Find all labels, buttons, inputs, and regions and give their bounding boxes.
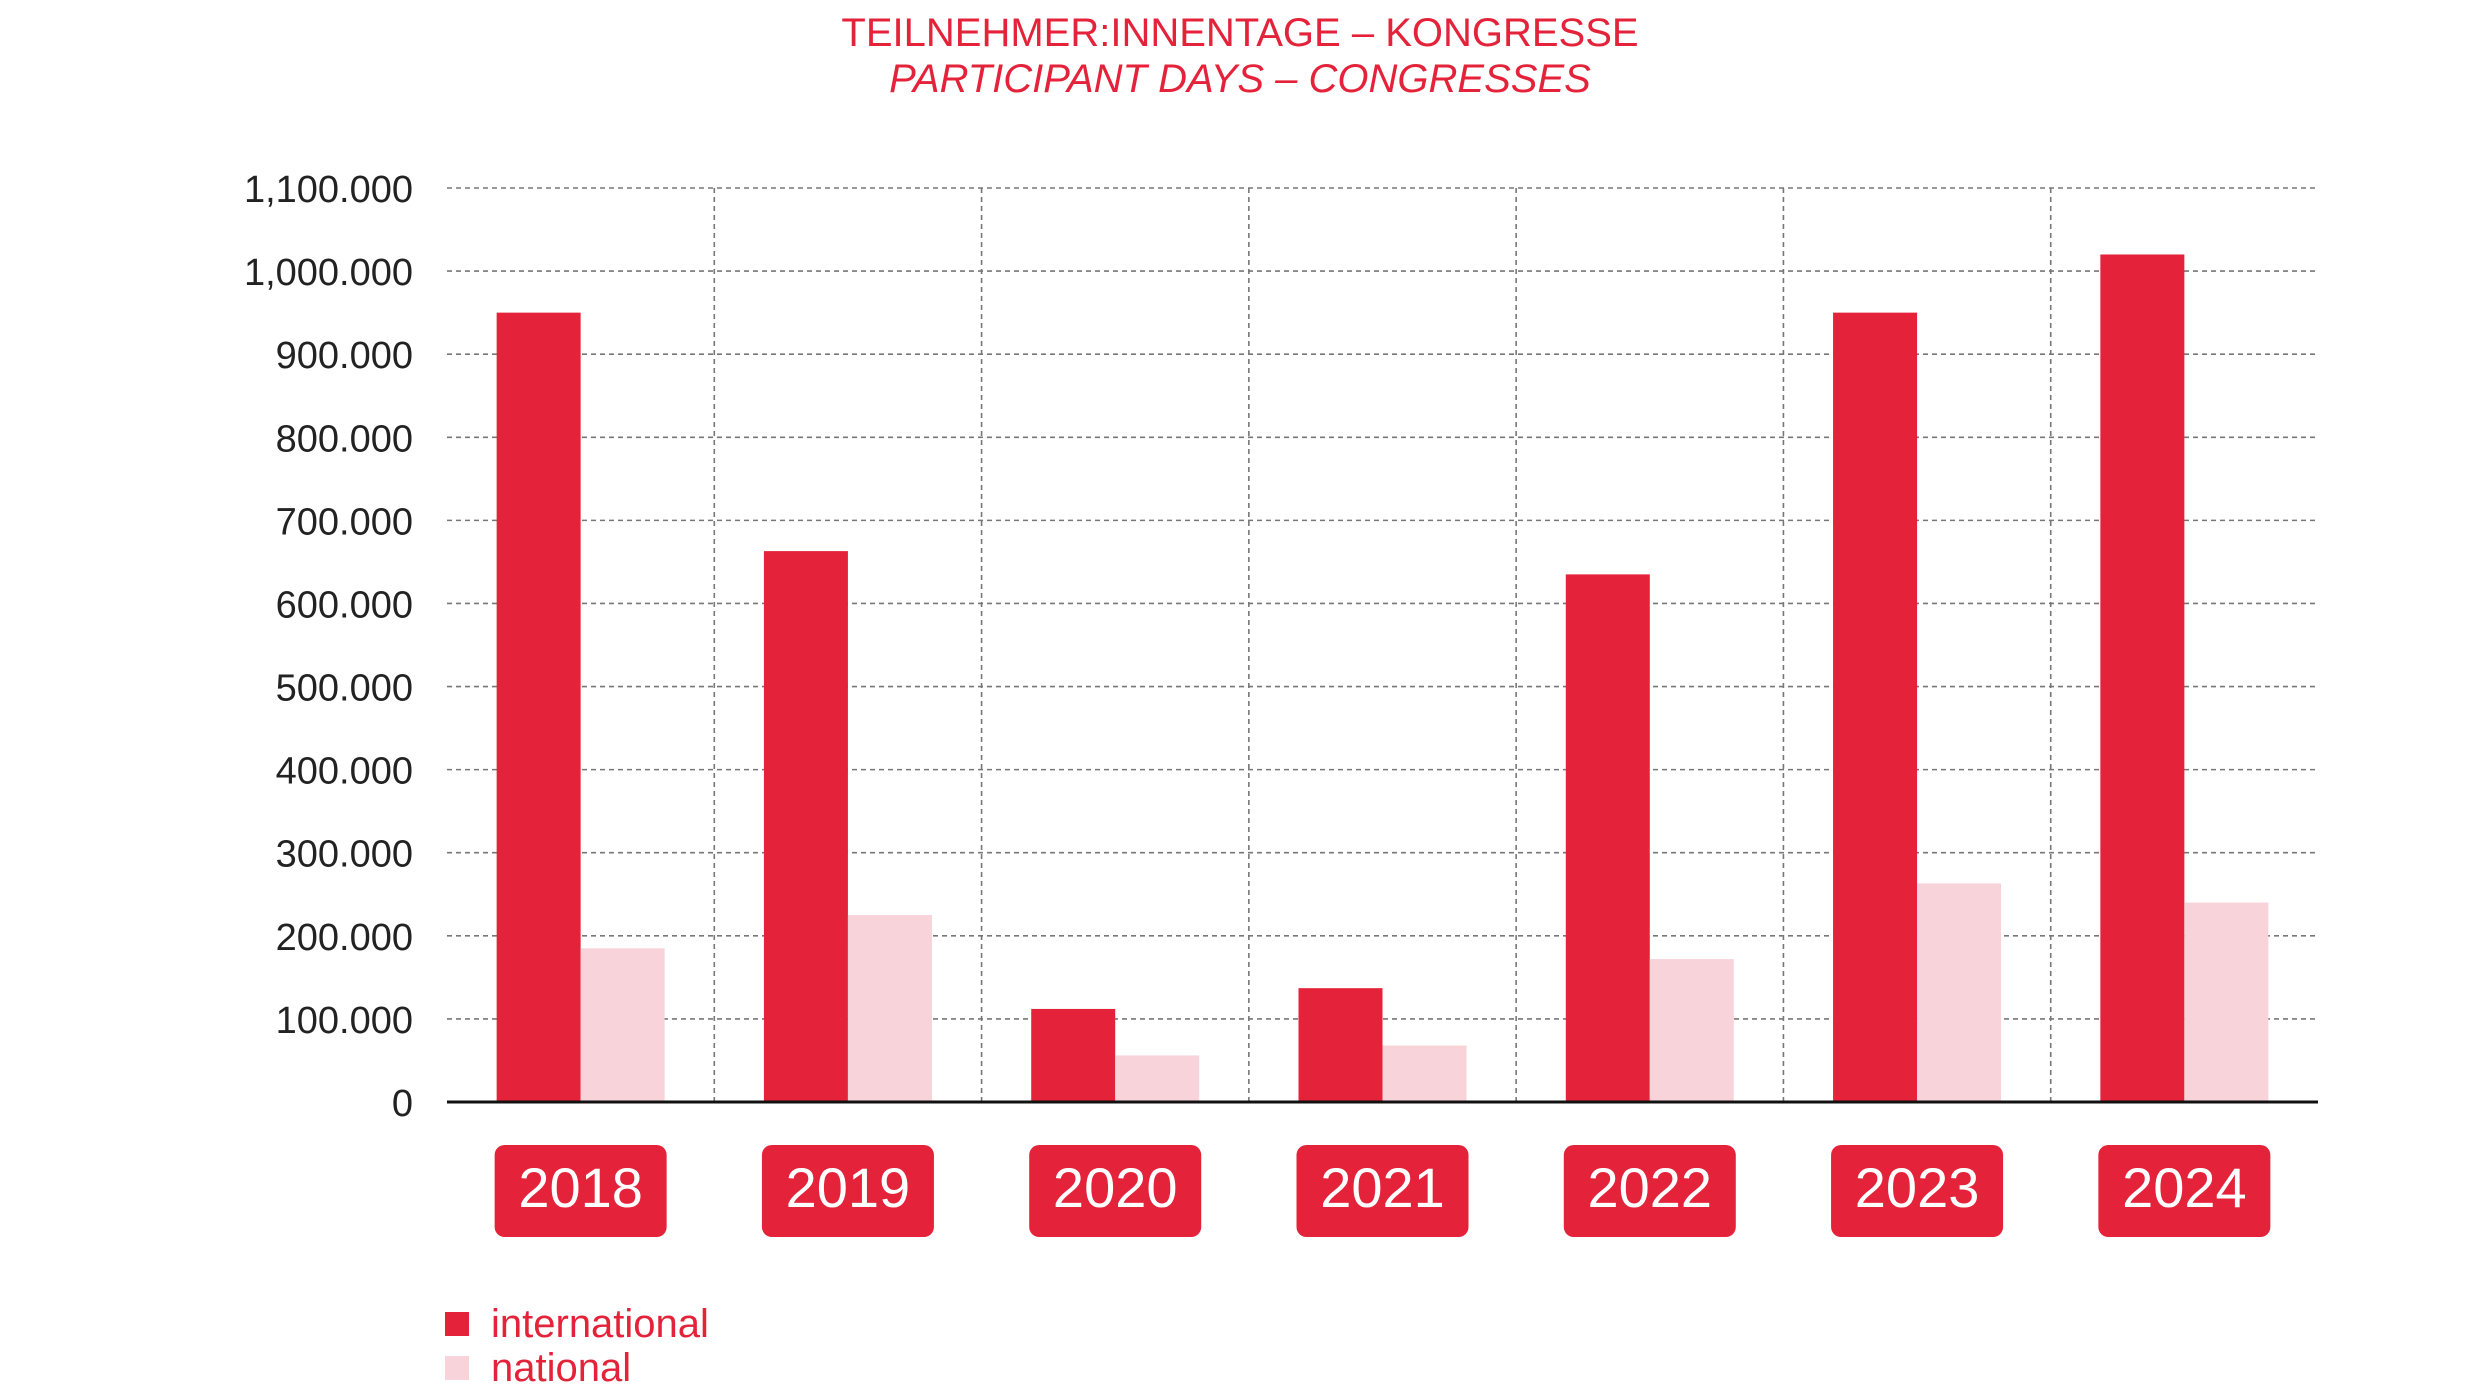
y-tick-label: 600.000 — [276, 584, 413, 626]
bar-national-2018 — [580, 948, 665, 1102]
y-tick-label: 100.000 — [276, 1000, 413, 1042]
x-tick-box-2020 — [1029, 1145, 1202, 1237]
chart-title-block: TEILNEHMER:INNENTAGE – KONGRESSE PARTICI… — [0, 10, 2480, 102]
bar-international-2022 — [1565, 574, 1650, 1102]
legend: international national — [445, 1302, 709, 1390]
x-tick-box-2019 — [761, 1145, 934, 1237]
bar-national-2024 — [2184, 902, 2269, 1102]
y-tick-label: 1,100.000 — [244, 169, 413, 211]
legend-label-national: national — [491, 1345, 632, 1390]
y-tick-label: 1,000.000 — [244, 252, 413, 294]
bar-international-2023 — [1833, 312, 1918, 1102]
bar-international-2021 — [1298, 988, 1383, 1102]
y-tick-label: 700.000 — [276, 501, 413, 543]
x-tick-label: 2020 — [1053, 1156, 1178, 1219]
x-tick-label: 2024 — [2122, 1156, 2247, 1219]
y-tick-label: 800.000 — [276, 418, 413, 460]
y-tick-label: 300.000 — [276, 834, 413, 876]
x-tick-box-2021 — [1296, 1145, 1469, 1237]
bar-national-2020 — [1115, 1055, 1200, 1102]
y-tick-label: 200.000 — [276, 917, 413, 959]
x-tick-label: 2023 — [1855, 1156, 1980, 1219]
bar-international-2018 — [496, 312, 581, 1102]
chart-subtitle: PARTICIPANT DAYS – CONGRESSES — [889, 57, 1591, 101]
bar-national-2019 — [847, 915, 932, 1102]
x-tick-label: 2019 — [786, 1156, 911, 1219]
y-tick-label: 900.000 — [276, 335, 413, 377]
y-tick-label: 500.000 — [276, 668, 413, 710]
y-tick-label: 400.000 — [276, 751, 413, 793]
legend-label-international: international — [491, 1301, 709, 1346]
bar-national-2022 — [1649, 959, 1734, 1102]
y-tick-label: 0 — [392, 1083, 413, 1125]
bar-international-2019 — [763, 551, 848, 1102]
bar-international-2024 — [2100, 254, 2185, 1103]
legend-item-international: international — [445, 1302, 709, 1346]
x-tick-box-2023 — [1831, 1145, 2004, 1237]
bar-national-2023 — [1917, 883, 2002, 1102]
x-tick-label: 2022 — [1587, 1156, 1712, 1219]
x-tick-box-2022 — [1563, 1145, 1736, 1237]
x-tick-box-2024 — [2098, 1145, 2271, 1237]
bar-national-2021 — [1382, 1045, 1467, 1102]
x-tick-label: 2018 — [518, 1156, 643, 1219]
bar-international-2020 — [1031, 1008, 1116, 1102]
x-tick-label: 2021 — [1320, 1156, 1445, 1219]
legend-swatch-national — [445, 1356, 469, 1380]
x-tick-box-2018 — [494, 1145, 667, 1237]
legend-item-national: national — [445, 1346, 709, 1390]
legend-swatch-international — [445, 1312, 469, 1336]
chart-title: TEILNEHMER:INNENTAGE – KONGRESSE — [841, 11, 1639, 55]
